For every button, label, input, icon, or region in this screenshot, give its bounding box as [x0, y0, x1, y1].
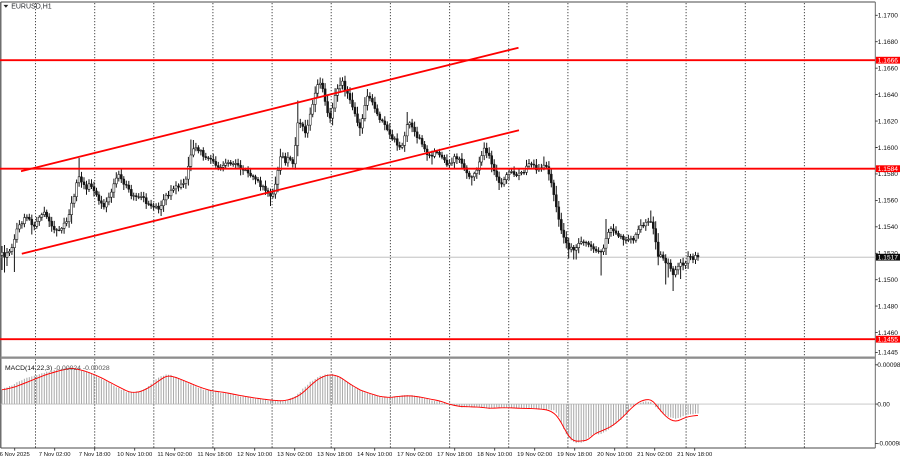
- svg-text:19 Nov 02:00: 19 Nov 02:00: [517, 452, 553, 458]
- svg-text:-0.00098: -0.00098: [877, 441, 900, 448]
- svg-text:11 Nov 02:00: 11 Nov 02:00: [157, 452, 192, 458]
- svg-text:21 Nov 02:00: 21 Nov 02:00: [637, 452, 673, 458]
- svg-text:1.1666: 1.1666: [878, 58, 899, 65]
- svg-text:1.1620: 1.1620: [878, 118, 899, 125]
- svg-text:21 Nov 18:00: 21 Nov 18:00: [677, 452, 713, 458]
- svg-text:1.1700: 1.1700: [878, 13, 899, 20]
- svg-text:0.00098: 0.00098: [877, 362, 900, 369]
- svg-text:1.1517: 1.1517: [878, 255, 899, 262]
- svg-text:1.1560: 1.1560: [878, 198, 899, 205]
- svg-text:18 Nov 10:00: 18 Nov 10:00: [477, 452, 513, 458]
- svg-text:0.00: 0.00: [877, 401, 890, 408]
- svg-text:13 Nov 18:00: 13 Nov 18:00: [317, 452, 353, 458]
- svg-text:19 Nov 18:00: 19 Nov 18:00: [557, 452, 593, 458]
- svg-text:MACD(14,22,3) -0.00024 -0.0002: MACD(14,22,3) -0.00024 -0.00028: [5, 365, 110, 372]
- svg-text:1.1455: 1.1455: [878, 337, 899, 344]
- svg-text:1.1600: 1.1600: [878, 145, 899, 152]
- svg-text:1.1540: 1.1540: [878, 224, 899, 231]
- svg-text:17 Nov 02:00: 17 Nov 02:00: [397, 452, 433, 458]
- svg-text:1.1445: 1.1445: [878, 350, 899, 357]
- svg-text:1.1680: 1.1680: [878, 39, 899, 46]
- svg-text:7 Nov 18:00: 7 Nov 18:00: [79, 452, 111, 458]
- svg-text:7 Nov 02:00: 7 Nov 02:00: [39, 452, 71, 458]
- svg-text:10 Nov 10:00: 10 Nov 10:00: [117, 452, 153, 458]
- svg-text:1.1640: 1.1640: [878, 92, 899, 99]
- svg-text:12 Nov 10:00: 12 Nov 10:00: [237, 452, 273, 458]
- svg-text:1.1584: 1.1584: [878, 166, 899, 173]
- svg-text:6 Nov 2025: 6 Nov 2025: [0, 452, 30, 458]
- svg-text:13 Nov 02:00: 13 Nov 02:00: [277, 452, 313, 458]
- svg-text:1.1660: 1.1660: [878, 66, 899, 73]
- svg-text:1.1580: 1.1580: [878, 171, 899, 178]
- svg-text:1.1500: 1.1500: [878, 277, 899, 284]
- svg-text:11 Nov 18:00: 11 Nov 18:00: [197, 452, 232, 458]
- svg-text:1.1460: 1.1460: [878, 330, 899, 337]
- svg-text:17 Nov 18:00: 17 Nov 18:00: [437, 452, 473, 458]
- svg-text:1.1480: 1.1480: [878, 303, 899, 310]
- svg-text:14 Nov 10:00: 14 Nov 10:00: [357, 452, 393, 458]
- svg-text:20 Nov 10:00: 20 Nov 10:00: [597, 452, 633, 458]
- svg-text:EURUSD,H1: EURUSD,H1: [11, 3, 52, 10]
